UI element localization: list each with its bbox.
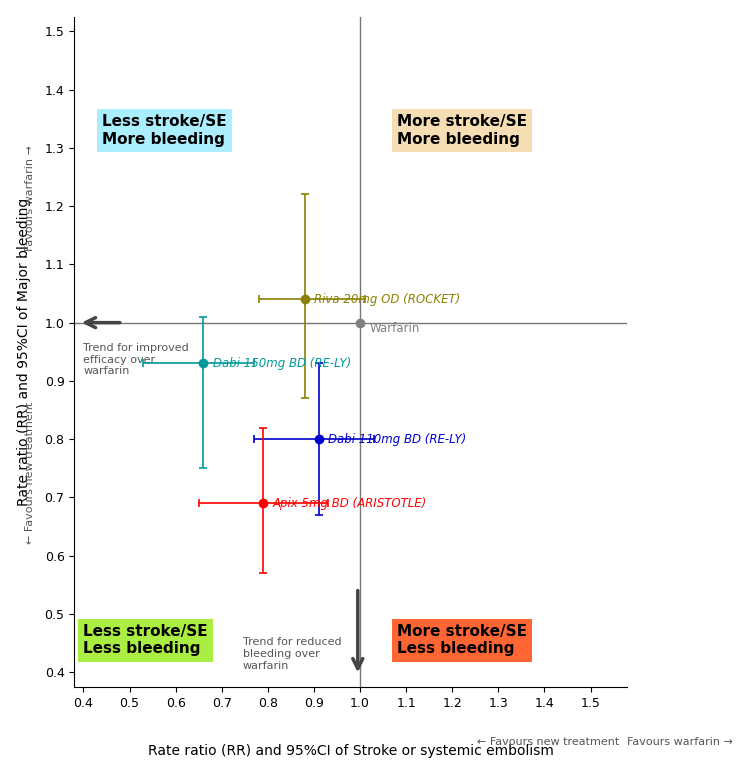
Text: ← Favours new treatment: ← Favours new treatment bbox=[477, 737, 620, 747]
Text: Riva 20mg OD (ROCKET): Riva 20mg OD (ROCKET) bbox=[314, 293, 460, 306]
Text: More stroke/SE
More bleeding: More stroke/SE More bleeding bbox=[397, 114, 527, 146]
Text: Less stroke/SE
Less bleeding: Less stroke/SE Less bleeding bbox=[83, 624, 208, 656]
Text: Trend for reduced
bleeding over
warfarin: Trend for reduced bleeding over warfarin bbox=[242, 637, 341, 670]
Text: Favours warfarin →: Favours warfarin → bbox=[25, 145, 35, 250]
Text: Favours warfarin →: Favours warfarin → bbox=[628, 737, 734, 747]
Text: Less stroke/SE
More bleeding: Less stroke/SE More bleeding bbox=[102, 114, 226, 146]
Text: Trend for improved
efficacy over
warfarin: Trend for improved efficacy over warfari… bbox=[83, 343, 189, 376]
Text: Dabi 150mg BD (RE-LY): Dabi 150mg BD (RE-LY) bbox=[212, 357, 351, 370]
Text: Dabi 110mg BD (RE-LY): Dabi 110mg BD (RE-LY) bbox=[328, 432, 466, 446]
Y-axis label: Rate ratio (RR) and 95%CI of Major bleeding: Rate ratio (RR) and 95%CI of Major bleed… bbox=[16, 198, 31, 506]
Text: Apix 5mg BD (ARISTOTLE): Apix 5mg BD (ARISTOTLE) bbox=[272, 497, 427, 510]
Text: Warfarin: Warfarin bbox=[369, 322, 420, 335]
Text: ← Favours new treatment: ← Favours new treatment bbox=[25, 401, 35, 543]
Text: More stroke/SE
Less bleeding: More stroke/SE Less bleeding bbox=[397, 624, 527, 656]
X-axis label: Rate ratio (RR) and 95%CI of Stroke or systemic embolism: Rate ratio (RR) and 95%CI of Stroke or s… bbox=[148, 744, 554, 758]
